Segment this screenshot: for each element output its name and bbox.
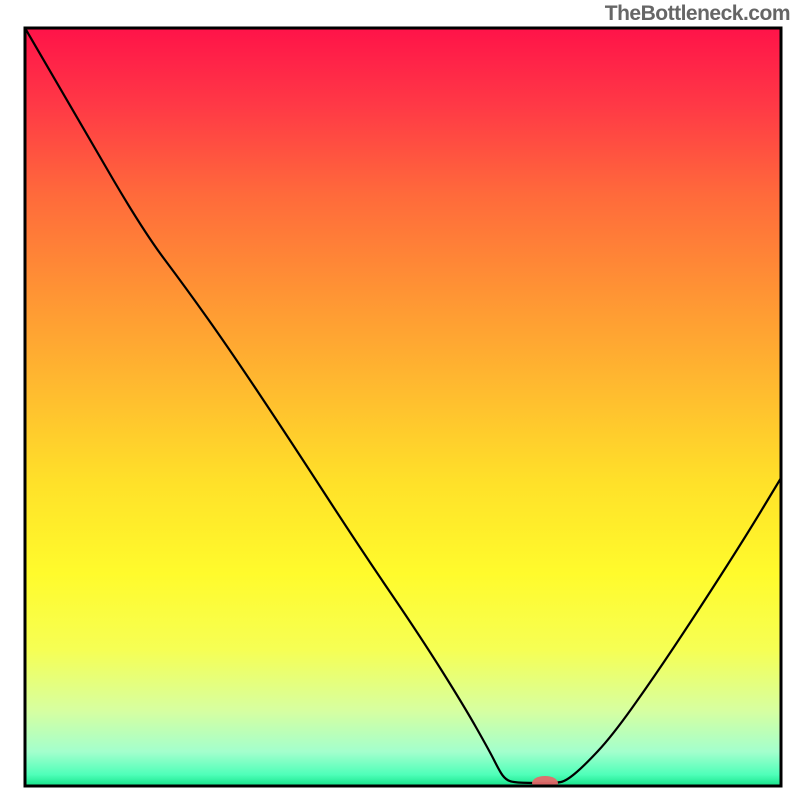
chart-stage: TheBottleneck.com bbox=[0, 0, 800, 800]
gradient-background bbox=[25, 28, 781, 786]
bottleneck-chart bbox=[0, 0, 800, 800]
optimal-point-marker bbox=[532, 776, 558, 790]
